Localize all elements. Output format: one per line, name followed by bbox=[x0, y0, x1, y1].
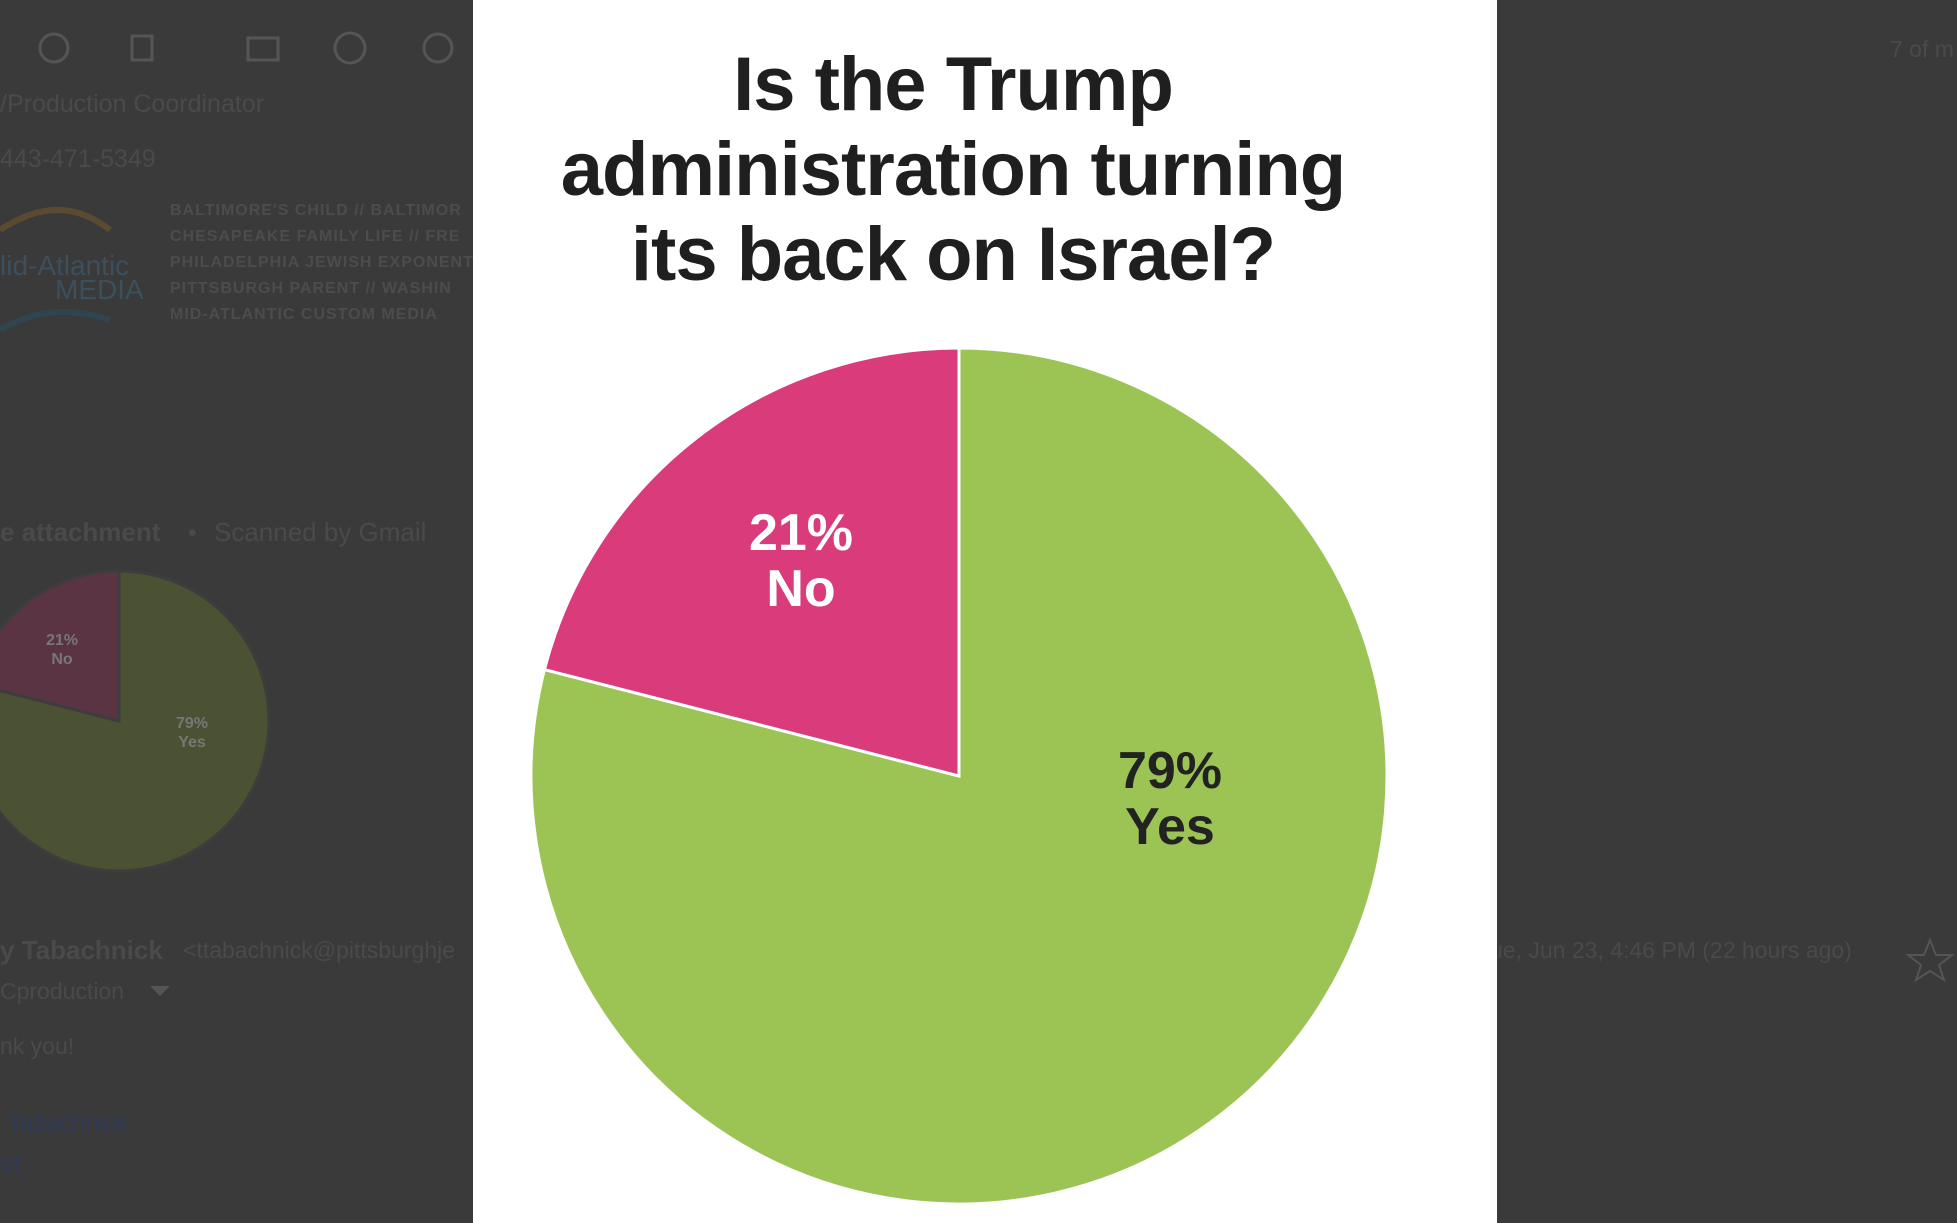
counter: 7 of m bbox=[1890, 36, 1954, 62]
thumbnail-label: 79% bbox=[176, 715, 208, 732]
thumbnail[interactable]: 79% Yes 21% No bbox=[0, 569, 271, 873]
body-text: nk you! bbox=[0, 1033, 75, 1059]
report-icon[interactable] bbox=[38, 32, 70, 64]
logo-text: lid-Atlantic bbox=[0, 250, 130, 281]
category-label: No bbox=[766, 560, 835, 618]
add-task-icon[interactable] bbox=[422, 32, 454, 64]
pie-slice bbox=[0, 569, 121, 723]
publication: CHESAPEAKE FAMILY LIFE // FRE bbox=[170, 228, 461, 245]
separator: • bbox=[188, 519, 197, 547]
date: ue, Jun 23, 4:46 PM (22 hours ago) bbox=[1490, 937, 1852, 963]
sender-name: y Tabachnick bbox=[0, 935, 163, 965]
thumbnail-label: Yes bbox=[178, 734, 206, 751]
chart-title: Is the Trump administration turning its … bbox=[560, 42, 1346, 297]
dropdown-icon[interactable] bbox=[150, 986, 170, 996]
image-viewer: Is the Trump administration turning its … bbox=[473, 0, 1497, 1223]
text: /Production Coordinator bbox=[0, 90, 265, 118]
scanned-note: Scanned by Gmail bbox=[214, 517, 427, 547]
recipient[interactable]: Cproduction bbox=[0, 978, 125, 1004]
delete-icon[interactable] bbox=[130, 34, 154, 62]
publication: PITTSBURGH PARENT // WASHIN bbox=[170, 280, 452, 297]
publication: PHILADELPHIA JEWISH EXPONENT bbox=[170, 254, 474, 271]
mark-unread-icon[interactable] bbox=[246, 36, 280, 62]
logo-arc bbox=[0, 207, 112, 233]
attachment-heading: e attachment bbox=[0, 517, 161, 547]
signature[interactable]: Tabachnick bbox=[8, 1110, 129, 1137]
chart: 79%Yes 21%No bbox=[529, 346, 1389, 1206]
publication: MID-ATLANTIC CUSTOM MEDIA bbox=[170, 306, 438, 323]
publication: BALTIMORE'S CHILD // BALTIMOR bbox=[170, 202, 462, 219]
category-label: Yes bbox=[1125, 798, 1215, 856]
sender-email: <ttabachnick@pittsburghje bbox=[183, 937, 456, 963]
thumbnail-label: 21% bbox=[46, 632, 78, 649]
snooze-icon[interactable] bbox=[333, 31, 367, 65]
pie-slice bbox=[0, 569, 271, 873]
pie-slice bbox=[542, 346, 961, 778]
signature: or bbox=[0, 1150, 22, 1177]
data-label: 79% bbox=[1118, 742, 1222, 800]
toolbar-icons bbox=[38, 31, 454, 65]
data-label: 21% bbox=[749, 504, 853, 562]
logo-wave bbox=[0, 309, 111, 333]
thumbnail-label: No bbox=[51, 651, 73, 668]
star-icon[interactable] bbox=[1905, 937, 1955, 983]
logo-text: MEDIA bbox=[55, 274, 144, 305]
text: 443-471-5349 bbox=[0, 145, 156, 173]
